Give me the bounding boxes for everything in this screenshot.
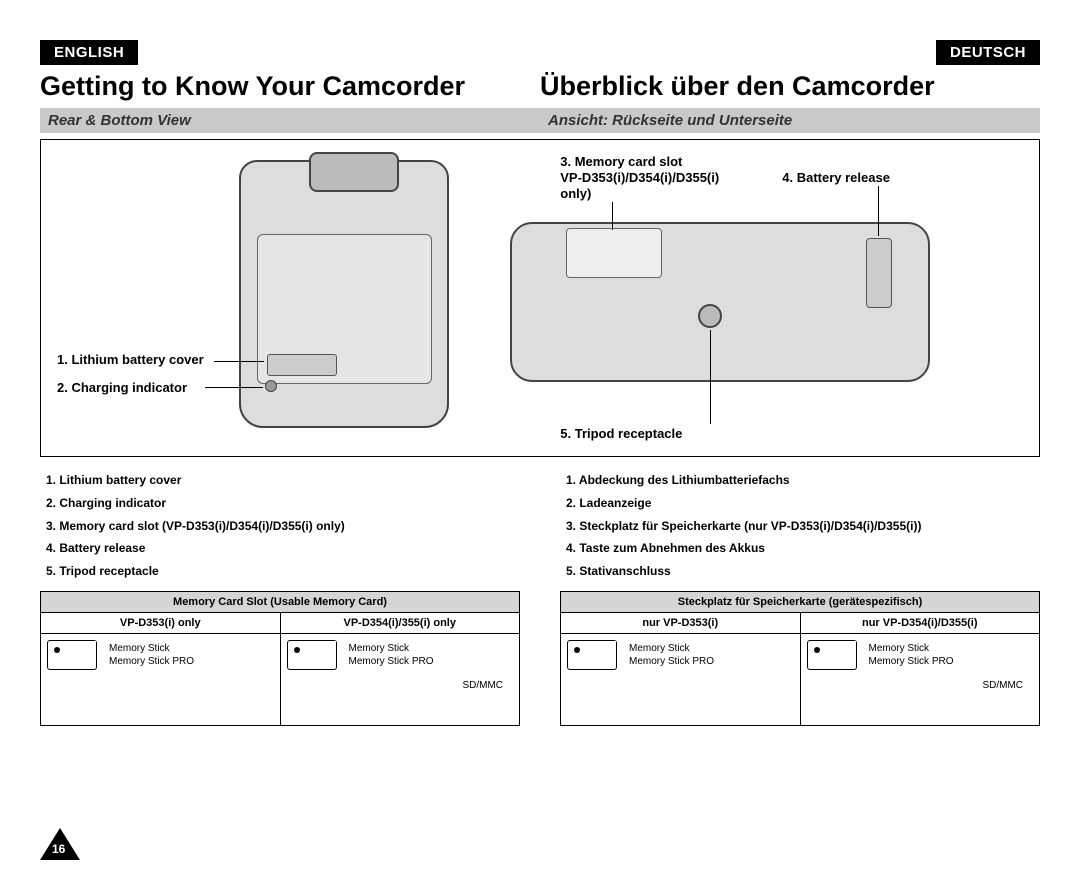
bottom-view-diagram: 3. Memory card slot VP-D353(i)/D354(i)/D… <box>482 154 1021 442</box>
card-label: Memory Stick PRO <box>349 655 434 668</box>
page-number-triangle-icon: 16 <box>40 828 80 860</box>
list-item: 3. Memory card slot (VP-D353(i)/D354(i)/… <box>46 515 520 538</box>
charging-led-icon <box>265 380 277 392</box>
callout-memory-slot-line2: VP-D353(i)/D354(i)/D355(i) <box>560 170 719 187</box>
table-cell: Memory Stick Memory Stick PRO <box>561 633 801 725</box>
table-cell: Memory Stick Memory Stick PRO SD/MMC <box>280 633 520 725</box>
callout-memory-slot-line3: only) <box>560 186 591 203</box>
sd-mmc-label: SD/MMC <box>807 680 1034 691</box>
card-label: Memory Stick PRO <box>109 655 194 668</box>
memory-table-english: Memory Card Slot (Usable Memory Card) VP… <box>40 591 520 726</box>
table-col2: VP-D354(i)/355(i) only <box>280 612 520 633</box>
title-row: Getting to Know Your Camcorder Überblick… <box>40 69 1040 108</box>
table-col2: nur VP-D354(i)/D355(i) <box>800 612 1040 633</box>
lithium-cover-icon <box>267 354 337 376</box>
list-item: 1. Abdeckung des Lithiumbatteriefachs <box>566 469 1040 492</box>
page-number: 16 <box>40 828 80 860</box>
card-label: Memory Stick <box>869 642 954 655</box>
subtitle-bar: Rear & Bottom View Ansicht: Rückseite un… <box>40 108 1040 133</box>
memory-stick-icon <box>47 640 97 670</box>
leader-line <box>878 186 879 236</box>
card-label: Memory Stick <box>349 642 434 655</box>
list-item: 5. Tripod receptacle <box>46 560 520 583</box>
page-number-text: 16 <box>52 842 65 856</box>
subtitle-deutsch: Ansicht: Rückseite und Unterseite <box>540 108 1040 133</box>
table-cell: Memory Stick Memory Stick PRO <box>41 633 281 725</box>
list-item: 2. Ladeanzeige <box>566 492 1040 515</box>
table-head: Memory Card Slot (Usable Memory Card) <box>41 591 520 612</box>
card-label: Memory Stick PRO <box>629 655 714 668</box>
list-item: 2. Charging indicator <box>46 492 520 515</box>
memory-stick-icon <box>807 640 857 670</box>
camcorder-eyepiece-icon <box>309 152 399 192</box>
table-head: Steckplatz für Speicherkarte (gerätespez… <box>561 591 1040 612</box>
manual-page: ENGLISH DEUTSCH Getting to Know Your Cam… <box>40 40 1040 860</box>
memory-card-tables: Memory Card Slot (Usable Memory Card) VP… <box>40 591 1040 726</box>
memory-table-deutsch: Steckplatz für Speicherkarte (gerätespez… <box>560 591 1040 726</box>
leader-line <box>612 202 613 230</box>
table-cell: Memory Stick Memory Stick PRO SD/MMC <box>800 633 1040 725</box>
parts-lists: 1. Lithium battery cover 2. Charging ind… <box>40 469 1040 583</box>
battery-release-icon <box>866 238 892 308</box>
callout-battery-release: 4. Battery release <box>782 170 890 187</box>
card-label: Memory Stick PRO <box>869 655 954 668</box>
subtitle-english: Rear & Bottom View <box>40 108 540 133</box>
memory-slot-icon <box>566 228 662 278</box>
diagram-panel: 1. Lithium battery cover 2. Charging ind… <box>40 139 1040 457</box>
memory-stick-icon <box>567 640 617 670</box>
memory-stick-icon <box>287 640 337 670</box>
parts-list-english: 1. Lithium battery cover 2. Charging ind… <box>40 469 520 583</box>
table-col1: nur VP-D353(i) <box>561 612 801 633</box>
callout-tripod-receptacle: 5. Tripod receptacle <box>560 426 682 443</box>
list-item: 3. Steckplatz für Speicherkarte (nur VP-… <box>566 515 1040 538</box>
title-english: Getting to Know Your Camcorder <box>40 69 540 108</box>
leader-line <box>214 361 264 362</box>
card-label: Memory Stick <box>109 642 194 655</box>
lang-deutsch-tab: DEUTSCH <box>936 40 1040 65</box>
title-deutsch: Überblick über den Camcorder <box>540 69 1040 108</box>
leader-line <box>205 387 263 388</box>
list-item: 4. Battery release <box>46 537 520 560</box>
parts-list-deutsch: 1. Abdeckung des Lithiumbatteriefachs 2.… <box>560 469 1040 583</box>
table-col1: VP-D353(i) only <box>41 612 281 633</box>
callout-memory-slot-line1: 3. Memory card slot <box>560 154 682 171</box>
sd-mmc-label: SD/MMC <box>287 680 514 691</box>
list-item: 5. Stativanschluss <box>566 560 1040 583</box>
list-item: 1. Lithium battery cover <box>46 469 520 492</box>
lang-english-tab: ENGLISH <box>40 40 138 65</box>
leader-line <box>710 330 711 424</box>
card-label: Memory Stick <box>629 642 714 655</box>
callout-lithium-cover: 1. Lithium battery cover <box>57 352 204 369</box>
callout-charging-indicator: 2. Charging indicator <box>57 380 187 397</box>
list-item: 4. Taste zum Abnehmen des Akkus <box>566 537 1040 560</box>
rear-view-diagram: 1. Lithium battery cover 2. Charging ind… <box>59 154 482 442</box>
language-tabs: ENGLISH DEUTSCH <box>40 40 1040 65</box>
